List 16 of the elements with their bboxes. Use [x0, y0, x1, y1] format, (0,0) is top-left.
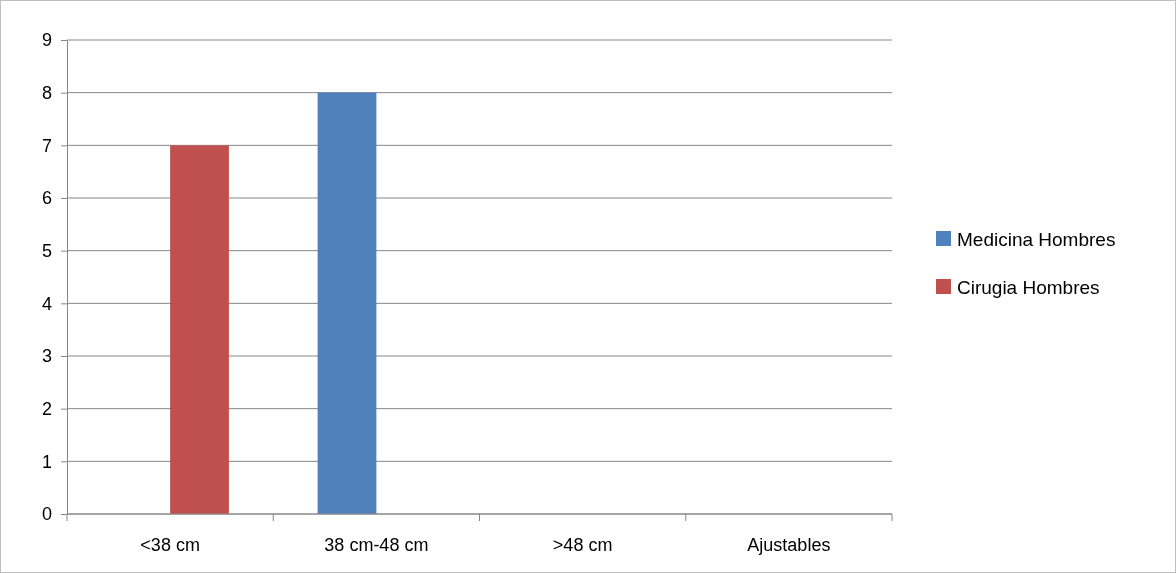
y-tick-label: 7 [41, 135, 53, 156]
legend-label: Medicina Hombres [957, 229, 1116, 250]
y-tick-label: 2 [41, 398, 53, 419]
x-tick-label: Ajustables [747, 535, 831, 556]
x-tick-label: <38 cm [140, 535, 200, 556]
x-tick-label: >48 cm [552, 535, 613, 556]
legend-label: Cirugia Hombres [957, 277, 1100, 298]
y-tick-label: 0 [41, 504, 53, 525]
y-tick-label: 8 [41, 82, 53, 103]
y-tick-label: 3 [41, 346, 53, 367]
x-tick-label: 38 cm-48 cm [324, 535, 429, 556]
y-tick-label: 6 [41, 188, 53, 209]
y-tick-label: 5 [41, 240, 53, 261]
y-tick-label: 4 [41, 293, 53, 314]
y-tick-label: 9 [41, 30, 53, 51]
y-tick-label: 1 [41, 451, 53, 472]
